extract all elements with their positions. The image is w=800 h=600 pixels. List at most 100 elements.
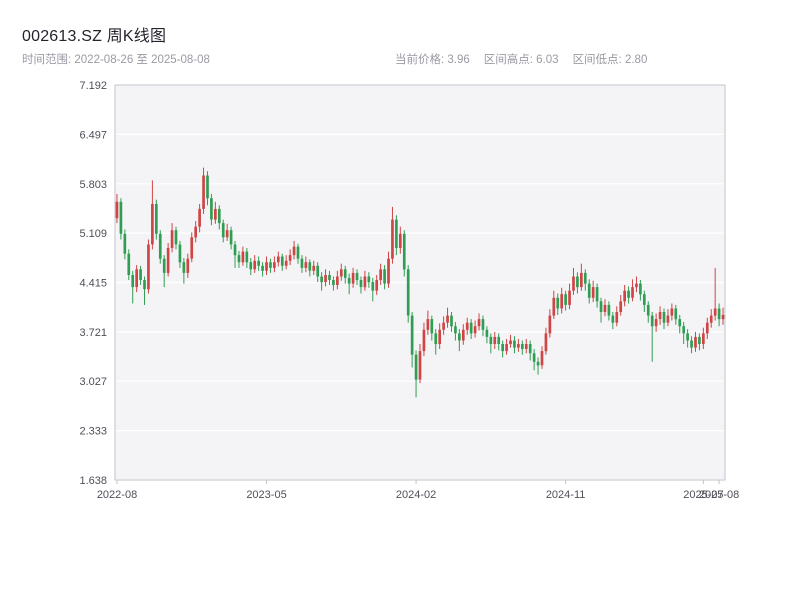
candle-body: [206, 175, 209, 199]
candle-body: [237, 255, 241, 263]
candle-body: [572, 276, 575, 291]
candle-body: [678, 319, 682, 327]
candle-body: [312, 265, 316, 271]
candle-body: [694, 336, 697, 348]
candle-body: [702, 333, 705, 345]
candle-body: [446, 315, 449, 323]
candle-body: [670, 308, 674, 316]
candle-body: [587, 283, 591, 298]
y-tick-label: 5.803: [79, 179, 107, 191]
candle-body: [623, 290, 626, 302]
candle-body: [276, 256, 280, 263]
candle-body: [410, 315, 414, 355]
candle-body: [363, 276, 367, 288]
candle-body: [265, 262, 268, 271]
candle-body: [426, 319, 430, 330]
candle-body: [398, 233, 402, 248]
candle-body: [170, 230, 174, 248]
candle-body: [481, 319, 485, 330]
y-tick-label: 7.192: [79, 80, 107, 92]
candle-body: [717, 308, 721, 320]
range-low-label: 区间低点: 2.80: [572, 54, 648, 66]
candle-body: [336, 276, 339, 285]
x-tick-label: 2022-08: [97, 489, 137, 501]
candle-body: [154, 203, 158, 234]
candle-body: [461, 329, 465, 341]
candle-body: [158, 233, 162, 259]
candle-body: [520, 344, 524, 349]
candle-body: [194, 226, 198, 238]
candle-body: [650, 315, 654, 327]
candle-body: [127, 253, 131, 275]
candle-body: [489, 336, 493, 344]
candle-body: [698, 336, 701, 344]
candle-body: [406, 269, 410, 316]
candle-body: [371, 282, 375, 291]
candle-body: [540, 351, 544, 366]
candle-body: [458, 333, 461, 341]
candle-body: [355, 272, 359, 280]
candle-body: [143, 280, 146, 290]
candle-body: [359, 280, 363, 288]
candle-body: [580, 272, 583, 288]
page-title: 002613.SZ 周K线图: [22, 28, 167, 45]
candle-body: [422, 329, 426, 352]
candle-body: [721, 314, 725, 320]
candle-body: [603, 304, 607, 312]
x-tick-label: 2025-08: [699, 489, 739, 501]
y-tick-label: 3.027: [79, 376, 107, 388]
candle-body: [245, 251, 249, 263]
candle-body: [375, 280, 379, 291]
candle-body: [162, 258, 166, 273]
chart-subheader: 时间范围: 2022-08-26 至 2025-08-08 当前价格: 3.96…: [22, 51, 778, 67]
candle-body: [135, 269, 138, 288]
candle-body: [131, 275, 135, 288]
candle-body: [532, 353, 536, 362]
candle-body: [178, 244, 182, 263]
candle-body: [465, 322, 469, 330]
candle-body: [556, 297, 560, 309]
candle-body: [469, 322, 473, 334]
candle-body: [607, 304, 611, 316]
y-tick-label: 3.721: [79, 327, 107, 339]
candle-body: [438, 329, 442, 344]
candle-body: [560, 294, 564, 309]
candle-body: [477, 319, 481, 327]
candle-body: [591, 287, 595, 298]
candle-body: [296, 246, 300, 259]
candle-body: [379, 269, 382, 280]
candle-body: [595, 287, 599, 302]
x-tick-label: 2024-02: [396, 489, 436, 501]
candle-body: [619, 301, 623, 312]
candle-body: [320, 276, 323, 283]
candle-body: [300, 258, 304, 268]
price-stats: 当前价格: 3.96 区间高点: 6.03 区间低点: 2.80: [395, 51, 647, 67]
candle-body: [324, 275, 327, 283]
candle-body: [524, 344, 528, 349]
y-tick-label: 1.638: [79, 475, 107, 487]
candle-body: [642, 294, 646, 305]
candle-body: [198, 208, 201, 227]
candle-body: [115, 201, 119, 219]
candle-body: [454, 326, 457, 334]
candle-body: [611, 315, 615, 323]
candle-body: [709, 315, 713, 323]
y-tick-label: 2.333: [79, 426, 107, 438]
candle-body: [418, 351, 422, 380]
candle-body: [615, 312, 619, 323]
candle-body: [383, 269, 386, 284]
candle-body: [190, 237, 194, 259]
candle-body: [473, 326, 477, 334]
candle-body: [528, 344, 532, 354]
candle-body: [434, 333, 438, 345]
candle-body: [631, 287, 634, 298]
candle-body: [599, 301, 603, 312]
candle-body: [705, 322, 709, 334]
candle-body: [202, 175, 205, 209]
candle-body: [576, 276, 579, 288]
candle-body: [686, 333, 689, 341]
candle-body: [147, 244, 150, 290]
candle-body: [123, 233, 127, 254]
candle-body: [450, 315, 453, 327]
